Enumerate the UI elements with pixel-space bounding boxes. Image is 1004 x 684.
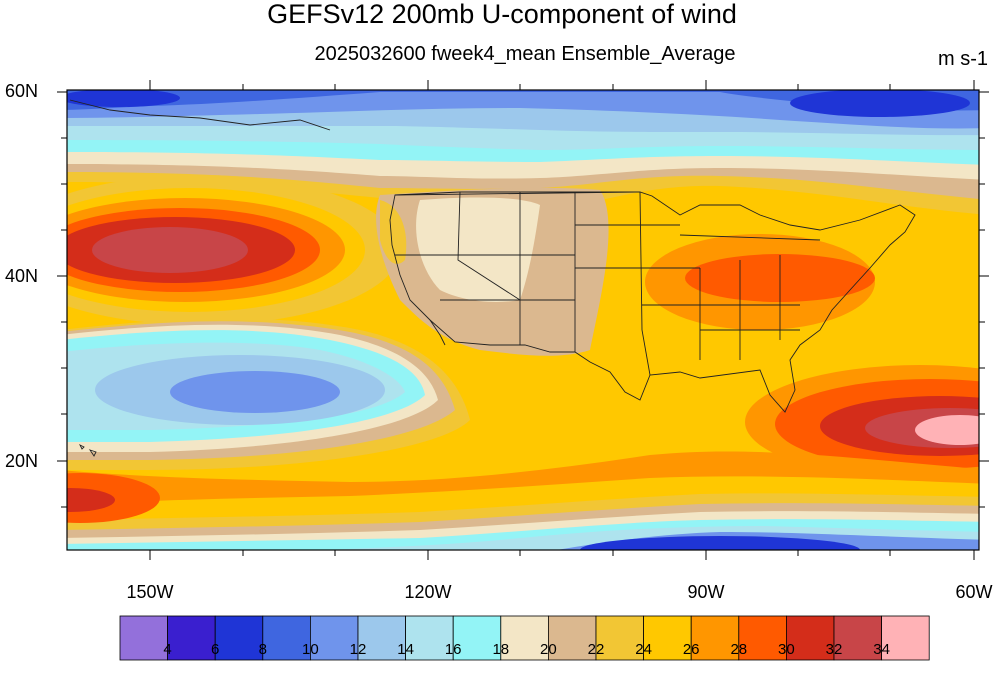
band-south-8	[580, 536, 860, 550]
colorbar-label: 14	[397, 641, 414, 658]
jet-west-34	[92, 227, 248, 273]
hawaii-2	[78, 443, 85, 450]
lon-label-150w: 150W	[126, 582, 174, 602]
alaska-panhandle	[69, 99, 331, 131]
colorbar-label: 22	[587, 641, 605, 658]
lon-label-60w: 60W	[955, 582, 993, 602]
baja	[429, 319, 446, 346]
colorbar-label: 6	[211, 641, 220, 658]
colorbar-label: 12	[349, 641, 367, 658]
colorbar-label: 32	[825, 641, 843, 658]
colorbar-swatch	[881, 615, 930, 661]
colorbar-label: 18	[492, 641, 510, 658]
colorbar-swatch	[833, 615, 882, 661]
map-frame	[66, 89, 980, 551]
colorbar-swatch	[548, 615, 597, 661]
units-label: m s-1	[938, 48, 988, 70]
colorbar-swatch	[262, 615, 311, 661]
lat-label-40n: 40N	[4, 266, 38, 286]
band-north-8	[67, 90, 979, 111]
colorbar-label: 24	[635, 641, 652, 658]
colorbar-label: 26	[682, 641, 700, 658]
lon-label-120w: 120W	[404, 582, 452, 602]
colorbar	[119, 615, 930, 661]
map-subtitle: 2025032600 fweek4_mean Ensemble_Average	[314, 43, 736, 65]
colorbar-swatch	[452, 615, 502, 661]
jet-sw-32	[67, 488, 115, 512]
colorbar-label: 28	[730, 641, 748, 658]
band-sub-12	[170, 371, 340, 413]
colorbar-swatch	[405, 615, 454, 661]
state-line-13	[679, 234, 821, 241]
colorbar-label: 20	[540, 641, 557, 658]
colorbar-swatch	[357, 615, 406, 661]
colorbar-label: 34	[873, 641, 890, 658]
colorbar-label: 30	[778, 641, 795, 658]
colorbar-label: 8	[258, 641, 267, 658]
colorbar-swatch	[500, 615, 549, 661]
state-line-1	[457, 191, 521, 345]
band-north-10	[67, 90, 979, 129]
map-title: GEFSv12 200mb U-component of wind	[267, 0, 737, 29]
band-north-6-east	[790, 90, 970, 117]
axis-ticks	[57, 80, 989, 560]
lon-label-90w: 90W	[687, 582, 725, 602]
colorbar-swatch	[690, 615, 740, 661]
jet-se-34plus	[915, 415, 979, 445]
colorbar-label: 4	[163, 641, 172, 658]
colorbar-swatch	[786, 615, 835, 661]
colorbar-swatch	[738, 615, 787, 661]
colorbar-label: 16	[444, 641, 462, 658]
colorbar-swatch	[595, 615, 644, 661]
lat-label-60n: 60N	[4, 81, 38, 101]
hawaii-1	[88, 449, 97, 457]
weak-west-24-coast	[380, 200, 407, 264]
weak-west-20	[416, 197, 540, 302]
colorbar-swatch	[167, 615, 216, 661]
colorbar-label: 10	[302, 641, 319, 658]
coastline-outlines	[69, 99, 916, 457]
wind-contour-field	[67, 90, 979, 550]
band-north-6-west	[67, 90, 180, 107]
lat-label-20n: 20N	[4, 451, 38, 471]
canada-border	[394, 191, 641, 196]
state-line-4	[639, 191, 651, 376]
us-outline	[389, 191, 916, 413]
